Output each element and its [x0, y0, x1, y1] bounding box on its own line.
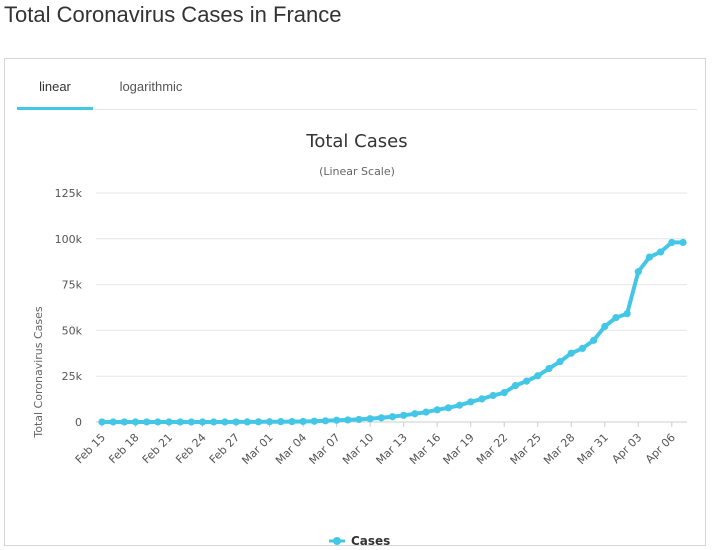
data-point[interactable] [534, 372, 542, 380]
data-point[interactable] [299, 417, 307, 426]
data-point[interactable] [321, 417, 330, 425]
tab-linear[interactable]: linear [17, 59, 93, 110]
data-point[interactable] [210, 418, 218, 426]
data-point[interactable] [388, 413, 397, 421]
data-point[interactable] [556, 358, 564, 366]
y-tick-label: 125k [55, 187, 83, 200]
data-point[interactable] [444, 404, 452, 412]
chart-title: Total Cases [305, 131, 407, 152]
data-point[interactable] [187, 418, 195, 426]
data-point[interactable] [243, 418, 251, 426]
x-tick-label: Mar 28 [541, 431, 577, 467]
data-point[interactable] [265, 418, 274, 426]
data-point[interactable] [400, 411, 408, 419]
chart-panel: linear logarithmic Total Cases (Linear S… [4, 58, 706, 546]
data-point[interactable] [433, 406, 441, 414]
data-point[interactable] [578, 344, 587, 353]
legend-swatch-marker [333, 537, 341, 545]
data-point[interactable] [109, 418, 117, 426]
x-tick-label: Mar 13 [374, 431, 410, 467]
data-point[interactable] [657, 248, 665, 256]
data-point[interactable] [623, 310, 631, 318]
data-point[interactable] [344, 416, 352, 424]
data-point[interactable] [422, 408, 430, 416]
data-point[interactable] [511, 382, 520, 390]
data-point[interactable] [310, 417, 318, 425]
x-tick-label: Mar 04 [273, 431, 309, 467]
legend-label-cases: Cases [351, 534, 390, 545]
data-point[interactable] [254, 418, 263, 426]
data-point[interactable] [120, 418, 128, 426]
data-point[interactable] [612, 313, 620, 322]
data-point[interactable] [679, 238, 687, 247]
data-point[interactable] [668, 238, 676, 247]
data-point[interactable] [590, 336, 598, 344]
x-tick-label: Mar 19 [441, 431, 477, 467]
page-title: Total Coronavirus Cases in France [4, 2, 342, 27]
y-tick-label: 0 [75, 416, 82, 429]
data-point[interactable] [366, 415, 374, 423]
y-tick-label: 25k [62, 370, 83, 383]
data-point[interactable] [489, 391, 497, 400]
y-axis-ticks: 0 25k 50k 75k 100k 125k [55, 187, 83, 429]
data-point[interactable] [634, 268, 642, 276]
data-point[interactable] [198, 418, 207, 426]
data-point[interactable] [567, 349, 575, 357]
data-point[interactable] [143, 418, 151, 426]
x-tick-label: Feb 21 [140, 431, 175, 466]
y-axis-label: Total Coronavirus Cases [32, 306, 45, 439]
scale-tabs: linear logarithmic [17, 59, 697, 110]
x-tick-label: Feb 18 [106, 431, 141, 466]
chart-subtitle: (Linear Scale) [319, 165, 395, 178]
data-point[interactable] [601, 322, 609, 331]
series-cases [98, 238, 687, 426]
data-point[interactable] [522, 377, 531, 385]
x-tick-label: Feb 15 [73, 431, 108, 466]
data-point[interactable] [645, 253, 654, 261]
data-point[interactable] [277, 418, 285, 426]
y-tick-label: 75k [62, 279, 83, 292]
x-tick-label: Feb 27 [207, 431, 242, 466]
data-point[interactable] [467, 398, 475, 406]
data-point[interactable] [288, 418, 296, 426]
data-point[interactable] [232, 418, 240, 426]
x-tick-label: Mar 07 [307, 431, 343, 467]
data-point[interactable] [98, 418, 106, 426]
tab-logarithmic[interactable]: logarithmic [119, 79, 183, 94]
grid-lines [96, 192, 687, 423]
cases-line-chart: Total Cases (Linear Scale) Total Coronav… [32, 131, 687, 545]
data-point[interactable] [355, 415, 363, 424]
data-point[interactable] [411, 410, 419, 418]
data-point[interactable] [455, 401, 464, 409]
data-point[interactable] [176, 418, 184, 426]
x-tick-label: Feb 24 [173, 431, 208, 466]
data-point[interactable] [221, 418, 229, 426]
data-point[interactable] [377, 414, 385, 422]
data-point[interactable] [500, 389, 508, 397]
data-point[interactable] [545, 364, 553, 373]
data-point[interactable] [154, 418, 162, 426]
series-line [100, 240, 685, 424]
x-tick-label: Mar 25 [508, 431, 544, 467]
legend[interactable]: Cases [329, 534, 390, 545]
data-point[interactable] [131, 418, 140, 426]
x-tick-label: Mar 31 [575, 431, 611, 467]
x-tick-label: Mar 16 [407, 431, 443, 467]
x-tick-label: Mar 01 [239, 431, 275, 467]
x-tick-label: Mar 10 [340, 431, 376, 467]
data-point[interactable] [478, 395, 486, 403]
x-tick-label: Mar 22 [474, 431, 510, 467]
y-tick-label: 50k [62, 324, 83, 337]
x-tick-label: Apr 03 [609, 431, 644, 466]
data-point[interactable] [165, 418, 173, 426]
data-point[interactable] [333, 416, 341, 424]
x-tick-label: Apr 06 [643, 431, 678, 466]
y-tick-label: 100k [55, 233, 83, 246]
